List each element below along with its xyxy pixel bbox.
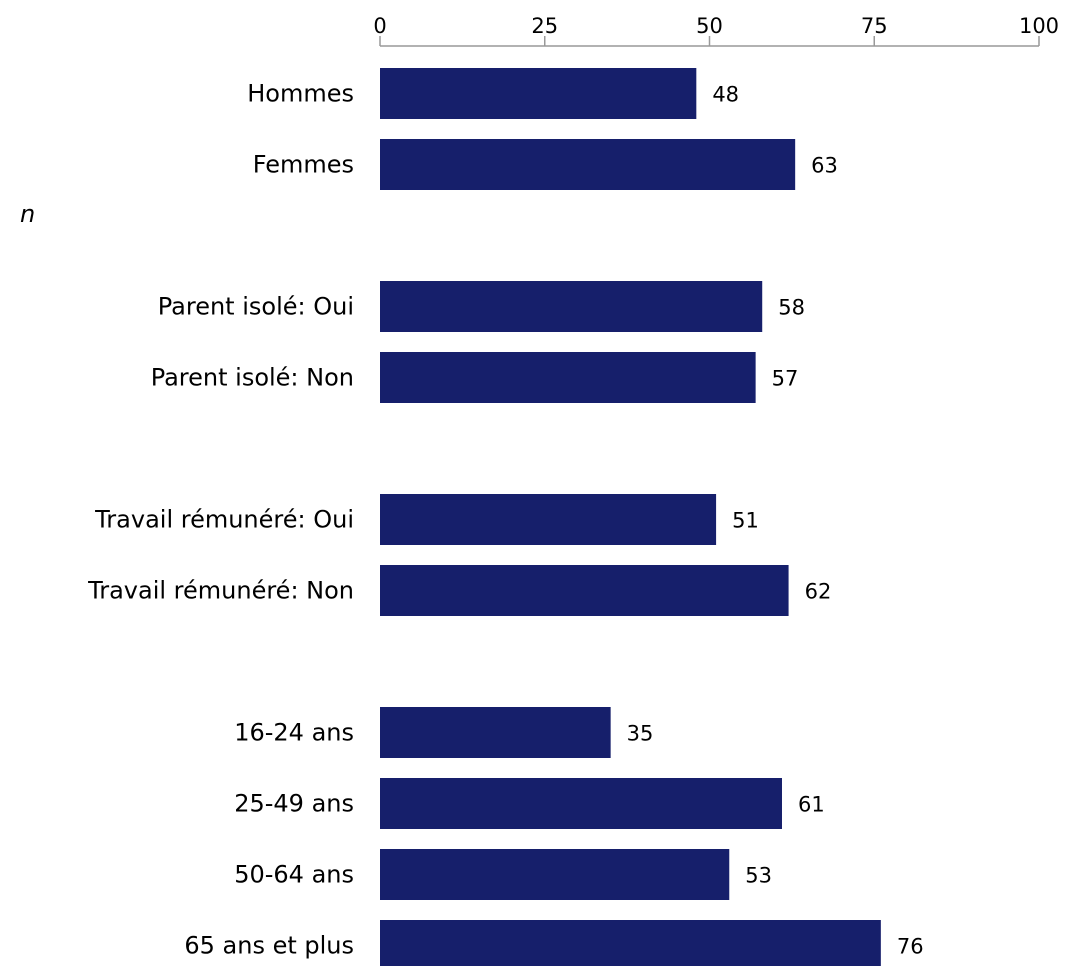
category-label: Parent isolé: Oui — [158, 293, 354, 321]
category-label: 16-24 ans — [234, 719, 354, 747]
x-axis: 0 25 50 75 100 — [373, 14, 1059, 47]
category-label: 25-49 ans — [234, 790, 354, 818]
value-label: 35 — [627, 722, 654, 746]
bar — [380, 352, 756, 403]
value-label: 63 — [811, 154, 838, 178]
bar — [380, 565, 789, 616]
value-label: 76 — [897, 935, 924, 959]
value-label: 62 — [805, 580, 832, 604]
bar — [380, 494, 717, 545]
bar — [380, 849, 730, 900]
category-label: 50-64 ans — [234, 861, 354, 889]
x-tick-label: 50 — [696, 14, 723, 38]
x-tick-label: 100 — [1019, 14, 1059, 38]
category-label: Travail rémunéré: Oui — [94, 506, 354, 534]
x-tick-label: 75 — [861, 14, 888, 38]
category-label: 65 ans et plus — [184, 932, 354, 960]
value-label: 61 — [798, 793, 825, 817]
value-label: 53 — [745, 864, 772, 888]
category-label: Parent isolé: Non — [151, 364, 354, 392]
bar — [380, 281, 763, 332]
value-label: 51 — [732, 509, 759, 533]
bar — [380, 139, 796, 190]
x-tick-label: 0 — [373, 14, 386, 38]
x-tick-label: 25 — [531, 14, 558, 38]
value-label: 57 — [772, 367, 799, 391]
value-label: 48 — [712, 83, 739, 107]
bar — [380, 920, 881, 966]
cropped-text-fragment: n — [20, 200, 36, 228]
value-label: 58 — [778, 296, 805, 320]
category-label: Travail rémunéré: Non — [87, 577, 354, 605]
category-label: Femmes — [253, 151, 354, 179]
bar — [380, 707, 611, 758]
bars-group: Hommes 48 Femmes 63 Parent isolé: Oui 58 Paren… — [87, 68, 924, 966]
category-label: Hommes — [247, 80, 354, 108]
bar — [380, 68, 697, 119]
bar — [380, 778, 782, 829]
